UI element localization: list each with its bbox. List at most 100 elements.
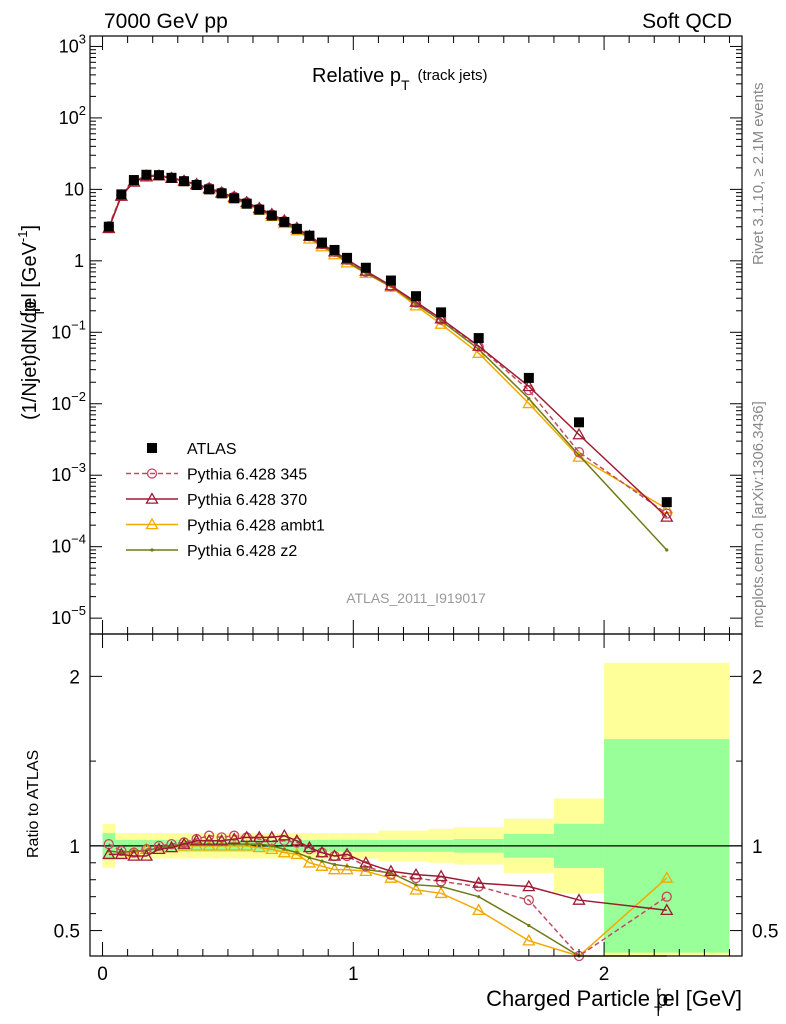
ratio-point [202, 833, 216, 846]
ratio-point [315, 859, 329, 871]
data-point [266, 210, 277, 221]
ratio-point [152, 842, 166, 855]
ratio-point [527, 923, 531, 928]
data-point [522, 379, 536, 392]
ratio-point [164, 840, 179, 853]
main-panel: 10−5 10−4 10−3 10−2 10−1 1 10 102 103 Relative p… [15, 31, 743, 635]
ratio-point [340, 862, 354, 875]
data-point [409, 295, 423, 307]
main-y-axis-label: (1/Njet)dN/dpr Tel [GeV-1] [15, 225, 47, 420]
ratio-y-tick-label-right: 2 [752, 667, 763, 688]
x-tick-label: 1 [348, 964, 359, 985]
main-series-layer [102, 168, 674, 552]
ratio-x-axis: 0 1 2 [97, 634, 730, 985]
y-tick-label: 103 [59, 31, 86, 56]
data-point [360, 262, 371, 273]
legend-marker [146, 468, 158, 479]
legend-label: ATLAS [187, 441, 237, 458]
data-point [291, 223, 302, 234]
ratio-point [320, 859, 324, 863]
y-tick-label: 10−3 [51, 460, 86, 485]
data-point [204, 184, 215, 195]
y-tick-label: 102 [59, 103, 86, 128]
rivet-version-label: Rivet 3.1.10, ≥ 2.1M events [750, 83, 767, 266]
data-point [166, 172, 177, 183]
data-point [141, 169, 152, 180]
ratio-point [252, 840, 266, 853]
ratio-point [277, 828, 291, 841]
ratio-point [523, 894, 534, 906]
data-point [279, 216, 290, 227]
ratio-point [434, 869, 448, 882]
data-point [254, 204, 265, 215]
ratio-y-tick-label: 1 [69, 837, 80, 858]
ratio-y-axis-label: Ratio to ATLAS [25, 750, 42, 858]
ratio-point [216, 832, 227, 843]
data-point [179, 176, 190, 187]
ratio-point [414, 883, 418, 887]
y-tick-label: 1 [74, 251, 84, 271]
data-point [572, 427, 586, 440]
ratio-point [384, 864, 398, 877]
ratio-point [177, 837, 191, 849]
legend-marker [145, 492, 159, 504]
data-point [660, 510, 674, 522]
data-point [472, 339, 486, 351]
y-tick-label: 10−4 [51, 532, 86, 557]
ratio-y-tick-label-right: 0.5 [752, 922, 778, 943]
data-point [665, 548, 669, 552]
data-point [436, 307, 447, 318]
ratio-point [139, 849, 154, 861]
header-energy-label: 7000 GeV pp [104, 10, 228, 33]
data-point [342, 252, 353, 263]
legend-label: Pythia 6.428 345 [187, 467, 307, 484]
ratio-point [153, 840, 165, 851]
ratio-point [116, 845, 127, 857]
legend-marker [150, 548, 154, 552]
ratio-point [141, 844, 152, 855]
ratio-uncertainty-bands [90, 662, 742, 956]
data-point [574, 417, 584, 428]
data-point [103, 221, 114, 232]
ratio-point [295, 851, 299, 855]
legend-label: Pythia 6.428 z2 [187, 543, 297, 560]
ratio-point [340, 847, 354, 860]
y-tick-label: 10−1 [51, 317, 86, 342]
header-category-label: Soft QCD [642, 10, 732, 33]
ratio-point [522, 933, 536, 946]
ratio-line [108, 834, 668, 957]
ratio-point [472, 903, 486, 916]
ratio-point [307, 856, 312, 860]
data-point [661, 497, 672, 508]
y-tick-label: 10−5 [51, 603, 86, 628]
ratio-point [302, 855, 317, 868]
ratio-point [660, 871, 674, 883]
ratio-point [227, 832, 241, 844]
ratio-point [282, 847, 286, 851]
ratio-point [359, 855, 373, 868]
ratio-point [229, 830, 240, 841]
ratio-line [108, 843, 667, 957]
ratio-frame [89, 633, 743, 957]
data-point [216, 188, 227, 199]
analysis-id-label: ATLAS_2011_I919017 [346, 590, 486, 606]
ratio-point [384, 871, 398, 883]
ratio-point [290, 833, 304, 846]
ratio-point [102, 847, 116, 860]
data-point [116, 189, 127, 200]
ratio-line [108, 834, 667, 911]
series-line [108, 175, 668, 518]
ratio-point [332, 862, 337, 867]
data-point [316, 237, 327, 248]
ratio-point [240, 830, 254, 843]
x-axis-label: Charged Particle pr Tel [GeV] [486, 983, 742, 1019]
ratio-point [522, 879, 536, 892]
data-point [434, 311, 448, 324]
ratio-point [572, 893, 586, 905]
data-point [411, 291, 421, 302]
data-point [473, 333, 484, 344]
legend: ATLAS Pythia 6.428 345 Pythia 6.428 370 Pyt… [126, 441, 325, 560]
ratio-point [215, 833, 229, 846]
ratio-point [327, 849, 342, 861]
